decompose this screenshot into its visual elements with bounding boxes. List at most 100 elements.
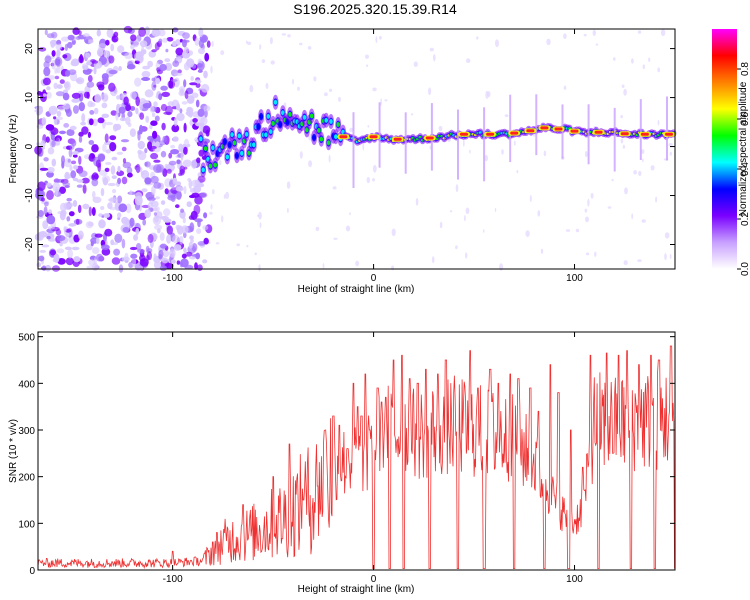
ridge-core (237, 133, 242, 139)
noise-blob (151, 112, 156, 117)
noise-blob (78, 155, 82, 165)
noise-blob (98, 219, 106, 229)
hot-spot (486, 132, 495, 136)
noise-blob (75, 218, 80, 225)
noise-blob (529, 195, 532, 202)
noise-blob (655, 196, 658, 203)
snr-y-ticks: 0 100 200 300 400 500 (18, 333, 675, 577)
noise-blob (69, 202, 73, 208)
noise-blob (270, 60, 275, 65)
ridge-core (201, 167, 205, 173)
hot-spot (594, 130, 603, 134)
noise-blob (77, 204, 82, 214)
noise-blob (88, 118, 94, 126)
noise-blob (97, 153, 106, 162)
noise-blob (145, 245, 150, 254)
noise-blob (97, 84, 105, 91)
hot-spot (554, 127, 563, 131)
noise-blob (563, 33, 567, 40)
noise-blob (198, 149, 204, 157)
noise-blob (158, 38, 163, 44)
noise-blob (620, 138, 624, 144)
noise-blob (525, 230, 530, 238)
noise-blob (299, 42, 303, 46)
noise-blob (69, 125, 77, 131)
noise-blob (64, 43, 68, 52)
noise-blob (372, 164, 377, 173)
noise-blob (48, 209, 53, 215)
noise-blob (160, 85, 168, 91)
noise-blob (71, 98, 81, 103)
noise-blob (170, 144, 176, 149)
noise-blob (124, 52, 133, 60)
noise-blob (53, 253, 60, 263)
ridge-core (324, 117, 329, 123)
noise-blob (60, 202, 67, 212)
noise-blob (101, 102, 108, 109)
noise-blob (140, 171, 145, 176)
noise-blob (410, 113, 414, 116)
noise-blob (78, 136, 83, 143)
noise-blob (223, 194, 226, 199)
y-tick-label: 10 (24, 92, 35, 104)
noise-blob (155, 61, 160, 69)
noise-blob (166, 234, 172, 244)
y-tick-label: -20 (24, 237, 35, 252)
noise-blob (180, 258, 189, 268)
noise-blob (657, 119, 660, 126)
noise-blob (180, 151, 184, 161)
y-tick-label: 0 (29, 566, 35, 577)
noise-blob (592, 29, 596, 36)
noise-blob (61, 155, 65, 165)
noise-blob (206, 40, 211, 48)
noise-blob (71, 160, 77, 165)
noise-blob (67, 249, 73, 259)
noise-blob (56, 84, 63, 89)
noise-blob (76, 179, 84, 183)
noise-blob (117, 165, 121, 173)
noise-blob (187, 50, 194, 56)
spectrogram-ridge (197, 94, 677, 188)
noise-blob (39, 190, 46, 198)
noise-blob (96, 237, 100, 245)
noise-blob (86, 265, 96, 270)
noise-blob (183, 146, 188, 155)
noise-blob (88, 259, 96, 266)
noise-blob (45, 124, 55, 131)
noise-blob (178, 86, 185, 93)
noise-blob (179, 38, 183, 43)
noise-blob (62, 103, 71, 110)
noise-blob (182, 32, 190, 39)
noise-blob (71, 246, 80, 251)
noise-blob (108, 69, 118, 75)
noise-blob (660, 29, 666, 37)
ridge-core (235, 153, 239, 159)
noise-blob (366, 176, 370, 184)
hot-spot (570, 129, 579, 133)
noise-blob (265, 82, 269, 89)
noise-blob (182, 159, 192, 167)
noise-blob (179, 235, 184, 245)
noise-blob (149, 105, 155, 113)
x-tick-label: 0 (371, 574, 377, 585)
noise-blob (192, 118, 198, 123)
noise-blob (172, 136, 179, 142)
noise-blob (70, 60, 79, 67)
noise-blob (380, 98, 382, 106)
noise-blob (59, 79, 65, 84)
noise-blob (281, 33, 287, 36)
noise-blob (172, 177, 177, 185)
noise-blob (516, 170, 519, 174)
hot-spot (640, 132, 649, 136)
noise-blob (197, 108, 205, 117)
noise-blob (134, 77, 142, 87)
colorbar-tick-label: 0.4 (740, 162, 750, 176)
noise-blob (476, 36, 479, 40)
noise-blob (176, 103, 181, 111)
noise-blob (124, 252, 129, 261)
noise-blob (166, 37, 174, 42)
noise-blob (67, 41, 73, 49)
noise-blob (546, 38, 551, 46)
noise-blob (565, 229, 571, 232)
